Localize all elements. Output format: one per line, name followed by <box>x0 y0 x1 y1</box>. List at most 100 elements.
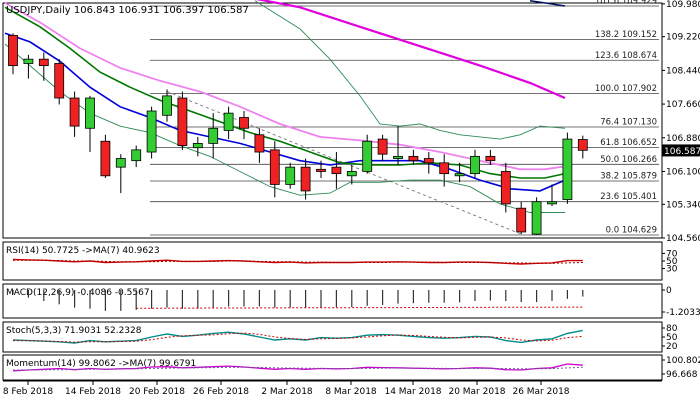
candle-bullish <box>131 149 142 162</box>
candle-bearish <box>439 162 450 175</box>
y-tick-label: 96.668 <box>666 370 698 380</box>
fib-level-label: 100.0 107.902 <box>595 84 657 94</box>
fib-level-label: 38.2 105.879 <box>600 172 657 182</box>
y-tick-label: 30 <box>666 265 678 275</box>
x-tick-label: 20 Feb 2018 <box>129 387 185 397</box>
rsi-line <box>12 258 583 265</box>
rsi-panel-label: RSI(14) 50.7725 ->MA(7) 40.9623 <box>6 246 160 256</box>
x-tick-label: 14 Mar 2018 <box>384 387 441 397</box>
fib-level-label: 76.4 107.130 <box>600 117 657 127</box>
candle-bearish <box>485 155 496 162</box>
candle-bullish <box>562 138 573 200</box>
x-tick-label: 26 Mar 2018 <box>512 387 569 397</box>
y-tick-label: 104.560 <box>666 234 700 244</box>
candle-bullish <box>115 158 126 168</box>
fib-level-label: 0.0 104.629 <box>606 226 657 236</box>
y-tick-label: 106.880 <box>666 134 700 144</box>
x-tick-label: 8 Feb 2018 <box>3 387 54 397</box>
candle-bullish <box>547 201 557 205</box>
candle-bearish <box>38 58 49 67</box>
candle-bullish <box>454 173 465 177</box>
ma-blue <box>4 32 566 192</box>
candle-bearish <box>54 63 65 99</box>
fib-level-label: 61.8 106.652 <box>600 138 657 148</box>
x-axis: 8 Feb 2018 14 Feb 2018 20 Feb 2018 26 Feb 2… <box>3 380 662 397</box>
fib-level-label: 123.6 108.674 <box>595 51 657 61</box>
y-tick-label: 109.980 <box>666 0 700 10</box>
y-tick-label: 105.340 <box>666 200 700 210</box>
ma-navy-top <box>529 0 566 7</box>
price-title: USDJPY,Daily 106.843 106.931 106.397 106… <box>6 5 249 16</box>
candle-bullish <box>393 155 403 159</box>
price-panel: 109.980 109.220 108.440 107.660 106.880 106.1… <box>2 0 700 244</box>
y-tick-label: 70 <box>666 249 678 259</box>
candle-bearish <box>516 207 527 233</box>
candle-bearish <box>423 158 434 164</box>
candle-bullish <box>146 110 157 153</box>
y-tick-label: -1.2033 <box>666 308 700 318</box>
candle-bullish <box>208 127 219 144</box>
y-tick-label: 107.660 <box>666 100 700 110</box>
stoch-d-line <box>13 332 583 343</box>
candle-bearish <box>331 166 342 175</box>
lower-band <box>4 43 565 213</box>
rsi-panel-frame <box>2 241 663 281</box>
momentum-panel-label: Momentum(14) 99.8062 ->MA(7) 99.6791 <box>6 359 196 369</box>
candle-bearish <box>69 97 80 127</box>
y-tick-label: 109.220 <box>666 33 700 43</box>
y-tick-label: 50 <box>666 333 678 343</box>
candle-bearish <box>500 171 511 205</box>
ma-pink <box>4 2 566 171</box>
current-price-tag <box>662 144 700 157</box>
ma-dark-green <box>4 6 566 179</box>
candle-bearish <box>577 139 588 151</box>
macd-panel-label: MACD(12,26,9) -0.4086 -0.5567 <box>6 288 150 298</box>
fib-swing-trendline <box>166 91 522 235</box>
candle-bullish <box>531 201 542 235</box>
y-tick-label: 106.100 <box>666 167 700 177</box>
y-tick-label: 100.8029 <box>666 356 700 366</box>
candle-bullish <box>162 95 172 116</box>
y-tick-label: 0 <box>666 286 672 296</box>
macd-signal-line <box>136 306 583 309</box>
candle-bearish <box>239 117 249 129</box>
candle-bullish <box>346 171 357 177</box>
candle-bearish <box>8 34 18 67</box>
y-tick-label: 50 <box>666 257 678 267</box>
upper-band <box>254 0 566 140</box>
macd-panel: MACD(12,26,9) -0.4086 -0.5567 0 -1.2033 <box>2 283 700 319</box>
y-tick-label: 108.440 <box>666 66 700 76</box>
x-tick-label: 8 Mar 2018 <box>325 387 377 397</box>
candle-bearish <box>177 97 188 146</box>
price-panel-frame <box>2 2 663 239</box>
candle-bearish <box>300 166 311 192</box>
x-tick-label: 26 Feb 2018 <box>193 387 249 397</box>
ma-magenta-long <box>255 0 566 100</box>
fib-level-label: 101.6 109.929 <box>595 0 657 7</box>
candle-bearish <box>254 134 265 153</box>
momentum-panel: Momentum(14) 99.8062 ->MA(7) 99.6791 100.… <box>2 354 700 381</box>
candle-bullish <box>85 97 95 129</box>
current-price-label: 106.587 <box>664 147 700 157</box>
x-tick-label: 2 Mar 2018 <box>261 387 313 397</box>
candle-bullish <box>223 112 234 131</box>
x-tick-label: 14 Feb 2018 <box>65 387 121 397</box>
stoch-panel-label: Stoch(5,3,3) 71.9031 52.2328 <box>6 326 142 336</box>
x-tick-label: 20 Mar 2018 <box>448 387 505 397</box>
candle-bearish <box>269 149 280 185</box>
fib-level-label: 23.6 105.401 <box>600 192 657 202</box>
candle-bearish <box>377 138 388 155</box>
y-tick-label: 20 <box>666 342 678 352</box>
candle-bearish <box>408 155 419 162</box>
candle-bullish <box>470 155 480 175</box>
candle-bearish <box>316 168 326 172</box>
candle-bullish <box>285 166 296 185</box>
rsi-ma-line <box>13 259 583 264</box>
momentum-line <box>12 363 583 372</box>
candle-bullish <box>23 58 34 64</box>
candle-bearish <box>100 140 111 177</box>
candle-bullish <box>192 142 203 149</box>
